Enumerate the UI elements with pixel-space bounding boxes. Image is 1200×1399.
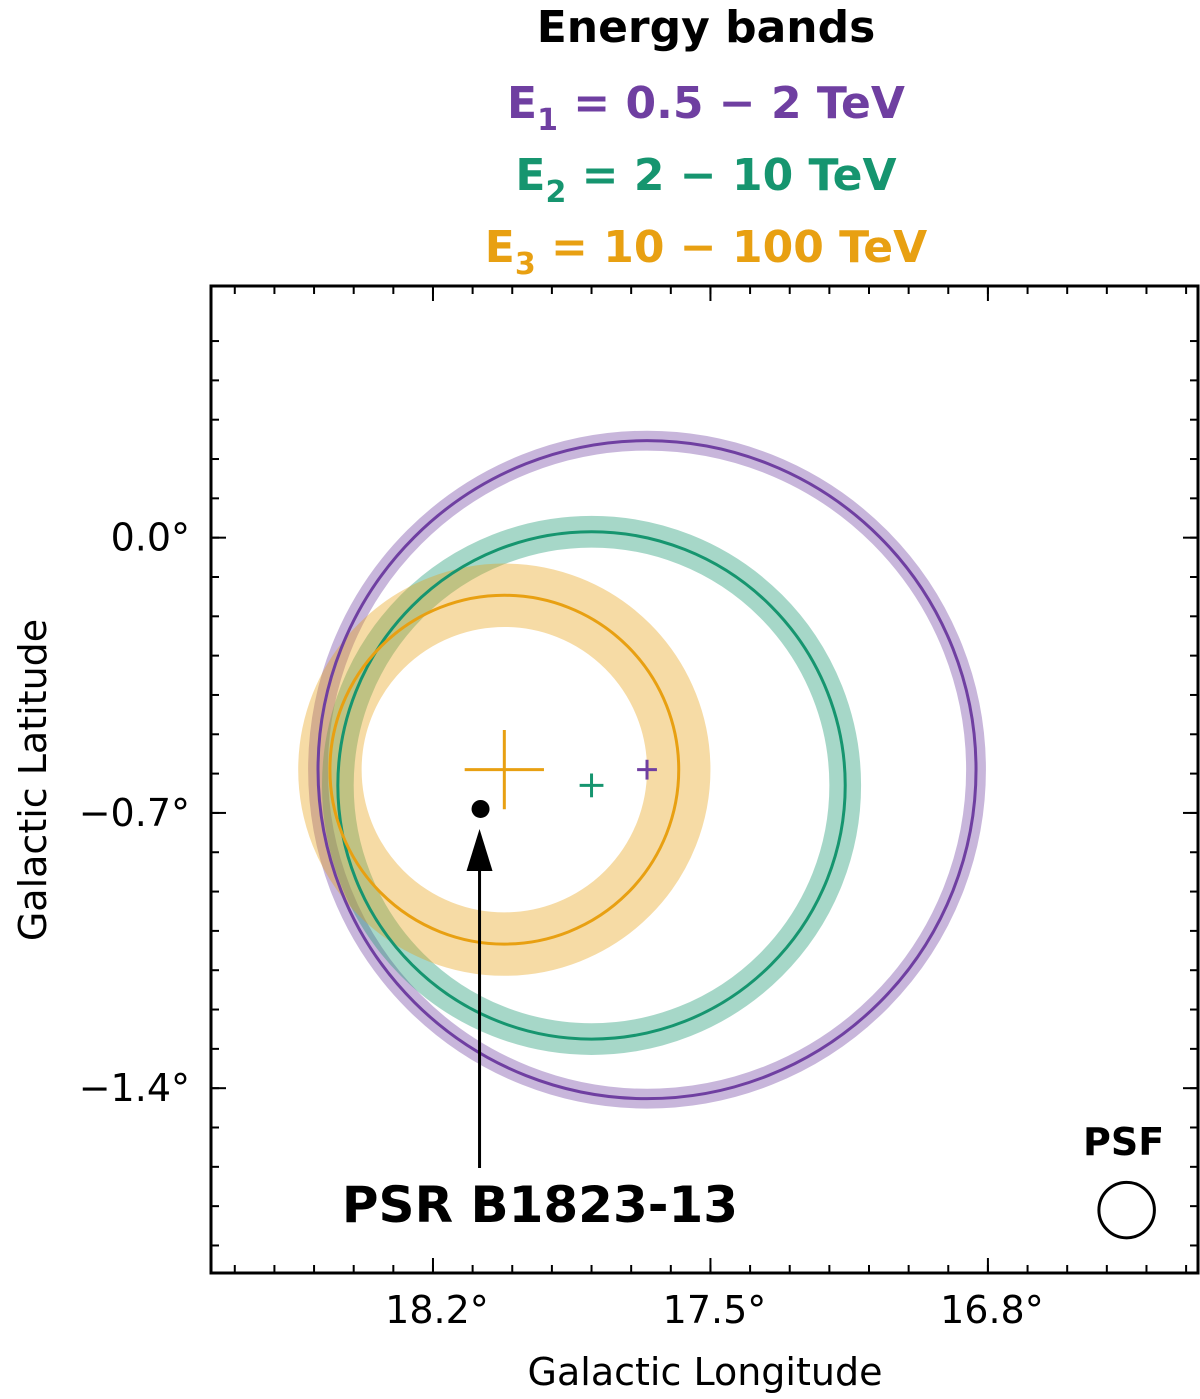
psf-label: PSF bbox=[1083, 1120, 1164, 1164]
y-tick-label: 0.0° bbox=[111, 516, 190, 560]
y-axis-label: Galactic Latitude bbox=[11, 619, 55, 941]
ring-e3 bbox=[328, 593, 681, 946]
pulsar-label: PSR B1823-13 bbox=[342, 1176, 738, 1234]
legend-entry-e3: E3 = 10 − 100 TeV bbox=[485, 222, 927, 282]
x-tick-label: 17.5° bbox=[663, 1288, 767, 1332]
ring-e2 bbox=[336, 530, 847, 1041]
legend-title: Energy bands bbox=[537, 2, 876, 53]
centroid-cross-e2 bbox=[579, 773, 604, 798]
ring-e1 bbox=[316, 439, 978, 1101]
centroid-cross-e1 bbox=[637, 759, 657, 780]
legend: E1 = 0.5 − 2 TeV E2 = 2 − 10 TeV E3 = 10 −… bbox=[485, 78, 927, 282]
axis-ticks: 18.2° 17.5° 16.8° 0.0° −0.7° −1.4° bbox=[79, 286, 1198, 1332]
plot-frame bbox=[209, 284, 1200, 1275]
legend-entry-e2: E2 = 2 − 10 TeV bbox=[515, 150, 896, 210]
psf-circle bbox=[1097, 1180, 1156, 1240]
x-axis-label: Galactic Longitude bbox=[528, 1350, 883, 1394]
x-tick-label: 16.8° bbox=[940, 1288, 1044, 1332]
pulsar-marker bbox=[471, 799, 490, 818]
x-tick-label: 18.2° bbox=[385, 1288, 489, 1332]
pulsar-arrow-head bbox=[466, 828, 493, 871]
y-tick-label: −0.7° bbox=[79, 791, 190, 835]
plot-area: PSR B1823-13 PSF bbox=[298, 430, 1164, 1240]
y-tick-label: −1.4° bbox=[79, 1066, 190, 1110]
centroid-cross-e3 bbox=[464, 730, 544, 810]
legend-entry-e1: E1 = 0.5 − 2 TeV bbox=[507, 78, 905, 138]
